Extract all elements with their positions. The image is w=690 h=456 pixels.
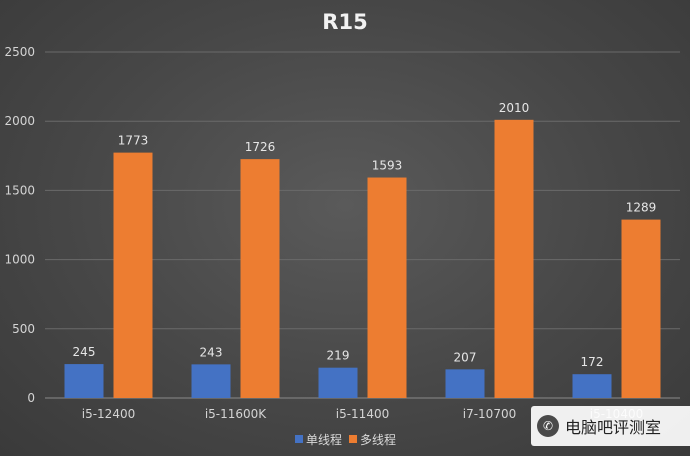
y-tick-label: 1000	[4, 253, 35, 267]
data-label: 1773	[118, 134, 149, 148]
legend-swatch	[349, 435, 357, 443]
bar-multi-thread	[367, 177, 407, 398]
x-category-label: i5-12400	[82, 407, 135, 421]
y-tick-label: 2000	[4, 114, 35, 128]
data-label: 245	[73, 345, 96, 359]
data-label: 2010	[499, 101, 530, 115]
legend-swatch	[295, 435, 303, 443]
data-label: 219	[327, 349, 350, 363]
bar-single-thread	[64, 364, 104, 398]
data-label: 1593	[372, 159, 403, 173]
data-label: 1289	[626, 201, 657, 215]
y-tick-label: 2500	[4, 45, 35, 59]
x-category-label: i5-11400	[336, 407, 389, 421]
data-label: 172	[581, 355, 604, 369]
bar-multi-thread	[494, 119, 534, 398]
watermark-text: 电脑吧评测室	[565, 418, 662, 437]
bar-multi-thread	[113, 152, 153, 398]
y-tick-label: 500	[12, 322, 35, 336]
bars	[64, 119, 661, 398]
y-tick-label: 1500	[4, 183, 35, 197]
watermark: ✆ 电脑吧评测室	[531, 406, 690, 446]
bar-single-thread	[318, 367, 358, 398]
wechat-icon: ✆	[537, 415, 559, 437]
chart-title: R15	[322, 10, 367, 34]
legend: 单线程 多线程	[295, 432, 396, 447]
bar-single-thread	[572, 374, 612, 398]
x-category-label: i5-11600K	[205, 407, 267, 421]
bar-single-thread	[191, 364, 231, 398]
bar-multi-thread	[240, 159, 280, 398]
y-tick-label: 0	[27, 391, 35, 405]
y-axis-ticks: 0 500 1000 1500 2000 2500	[4, 45, 35, 405]
data-labels: 245 1773 243 1726 219 1593 207 2010 172 1289	[73, 101, 657, 369]
legend-label: 多线程	[360, 432, 396, 447]
legend-label: 单线程	[306, 432, 342, 447]
data-label: 243	[200, 345, 223, 359]
x-category-label: i7-10700	[463, 407, 516, 421]
data-label: 207	[454, 350, 477, 364]
data-label: 1726	[245, 140, 276, 154]
bar-multi-thread	[621, 219, 661, 398]
bar-single-thread	[445, 369, 485, 398]
